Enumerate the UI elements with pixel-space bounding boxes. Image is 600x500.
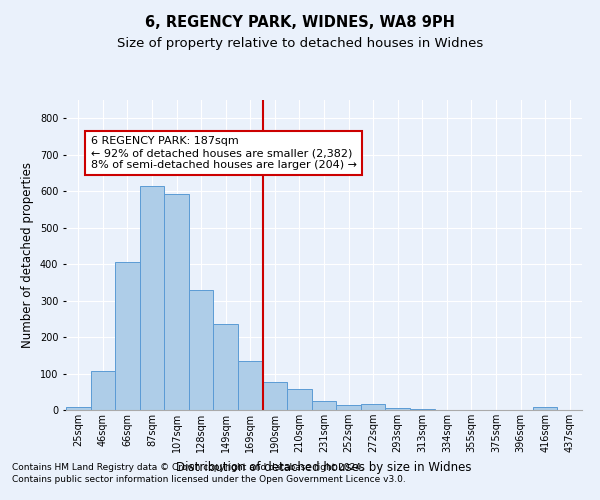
- X-axis label: Distribution of detached houses by size in Widnes: Distribution of detached houses by size …: [176, 460, 472, 473]
- Text: Contains public sector information licensed under the Open Government Licence v3: Contains public sector information licen…: [12, 475, 406, 484]
- Bar: [115, 262, 140, 410]
- Bar: [312, 400, 336, 410]
- Bar: [336, 406, 361, 410]
- Bar: [189, 290, 214, 410]
- Text: Size of property relative to detached houses in Widnes: Size of property relative to detached ho…: [117, 38, 483, 51]
- Bar: [238, 362, 263, 410]
- Bar: [140, 186, 164, 410]
- Text: 6 REGENCY PARK: 187sqm
← 92% of detached houses are smaller (2,382)
8% of semi-d: 6 REGENCY PARK: 187sqm ← 92% of detached…: [91, 136, 356, 170]
- Bar: [214, 324, 238, 410]
- Text: 6, REGENCY PARK, WIDNES, WA8 9PH: 6, REGENCY PARK, WIDNES, WA8 9PH: [145, 15, 455, 30]
- Bar: [263, 382, 287, 410]
- Bar: [164, 194, 189, 410]
- Bar: [287, 389, 312, 410]
- Bar: [385, 408, 410, 410]
- Text: Contains HM Land Registry data © Crown copyright and database right 2024.: Contains HM Land Registry data © Crown c…: [12, 464, 364, 472]
- Bar: [361, 404, 385, 410]
- Y-axis label: Number of detached properties: Number of detached properties: [22, 162, 34, 348]
- Bar: [91, 370, 115, 410]
- Bar: [533, 407, 557, 410]
- Bar: [66, 407, 91, 410]
